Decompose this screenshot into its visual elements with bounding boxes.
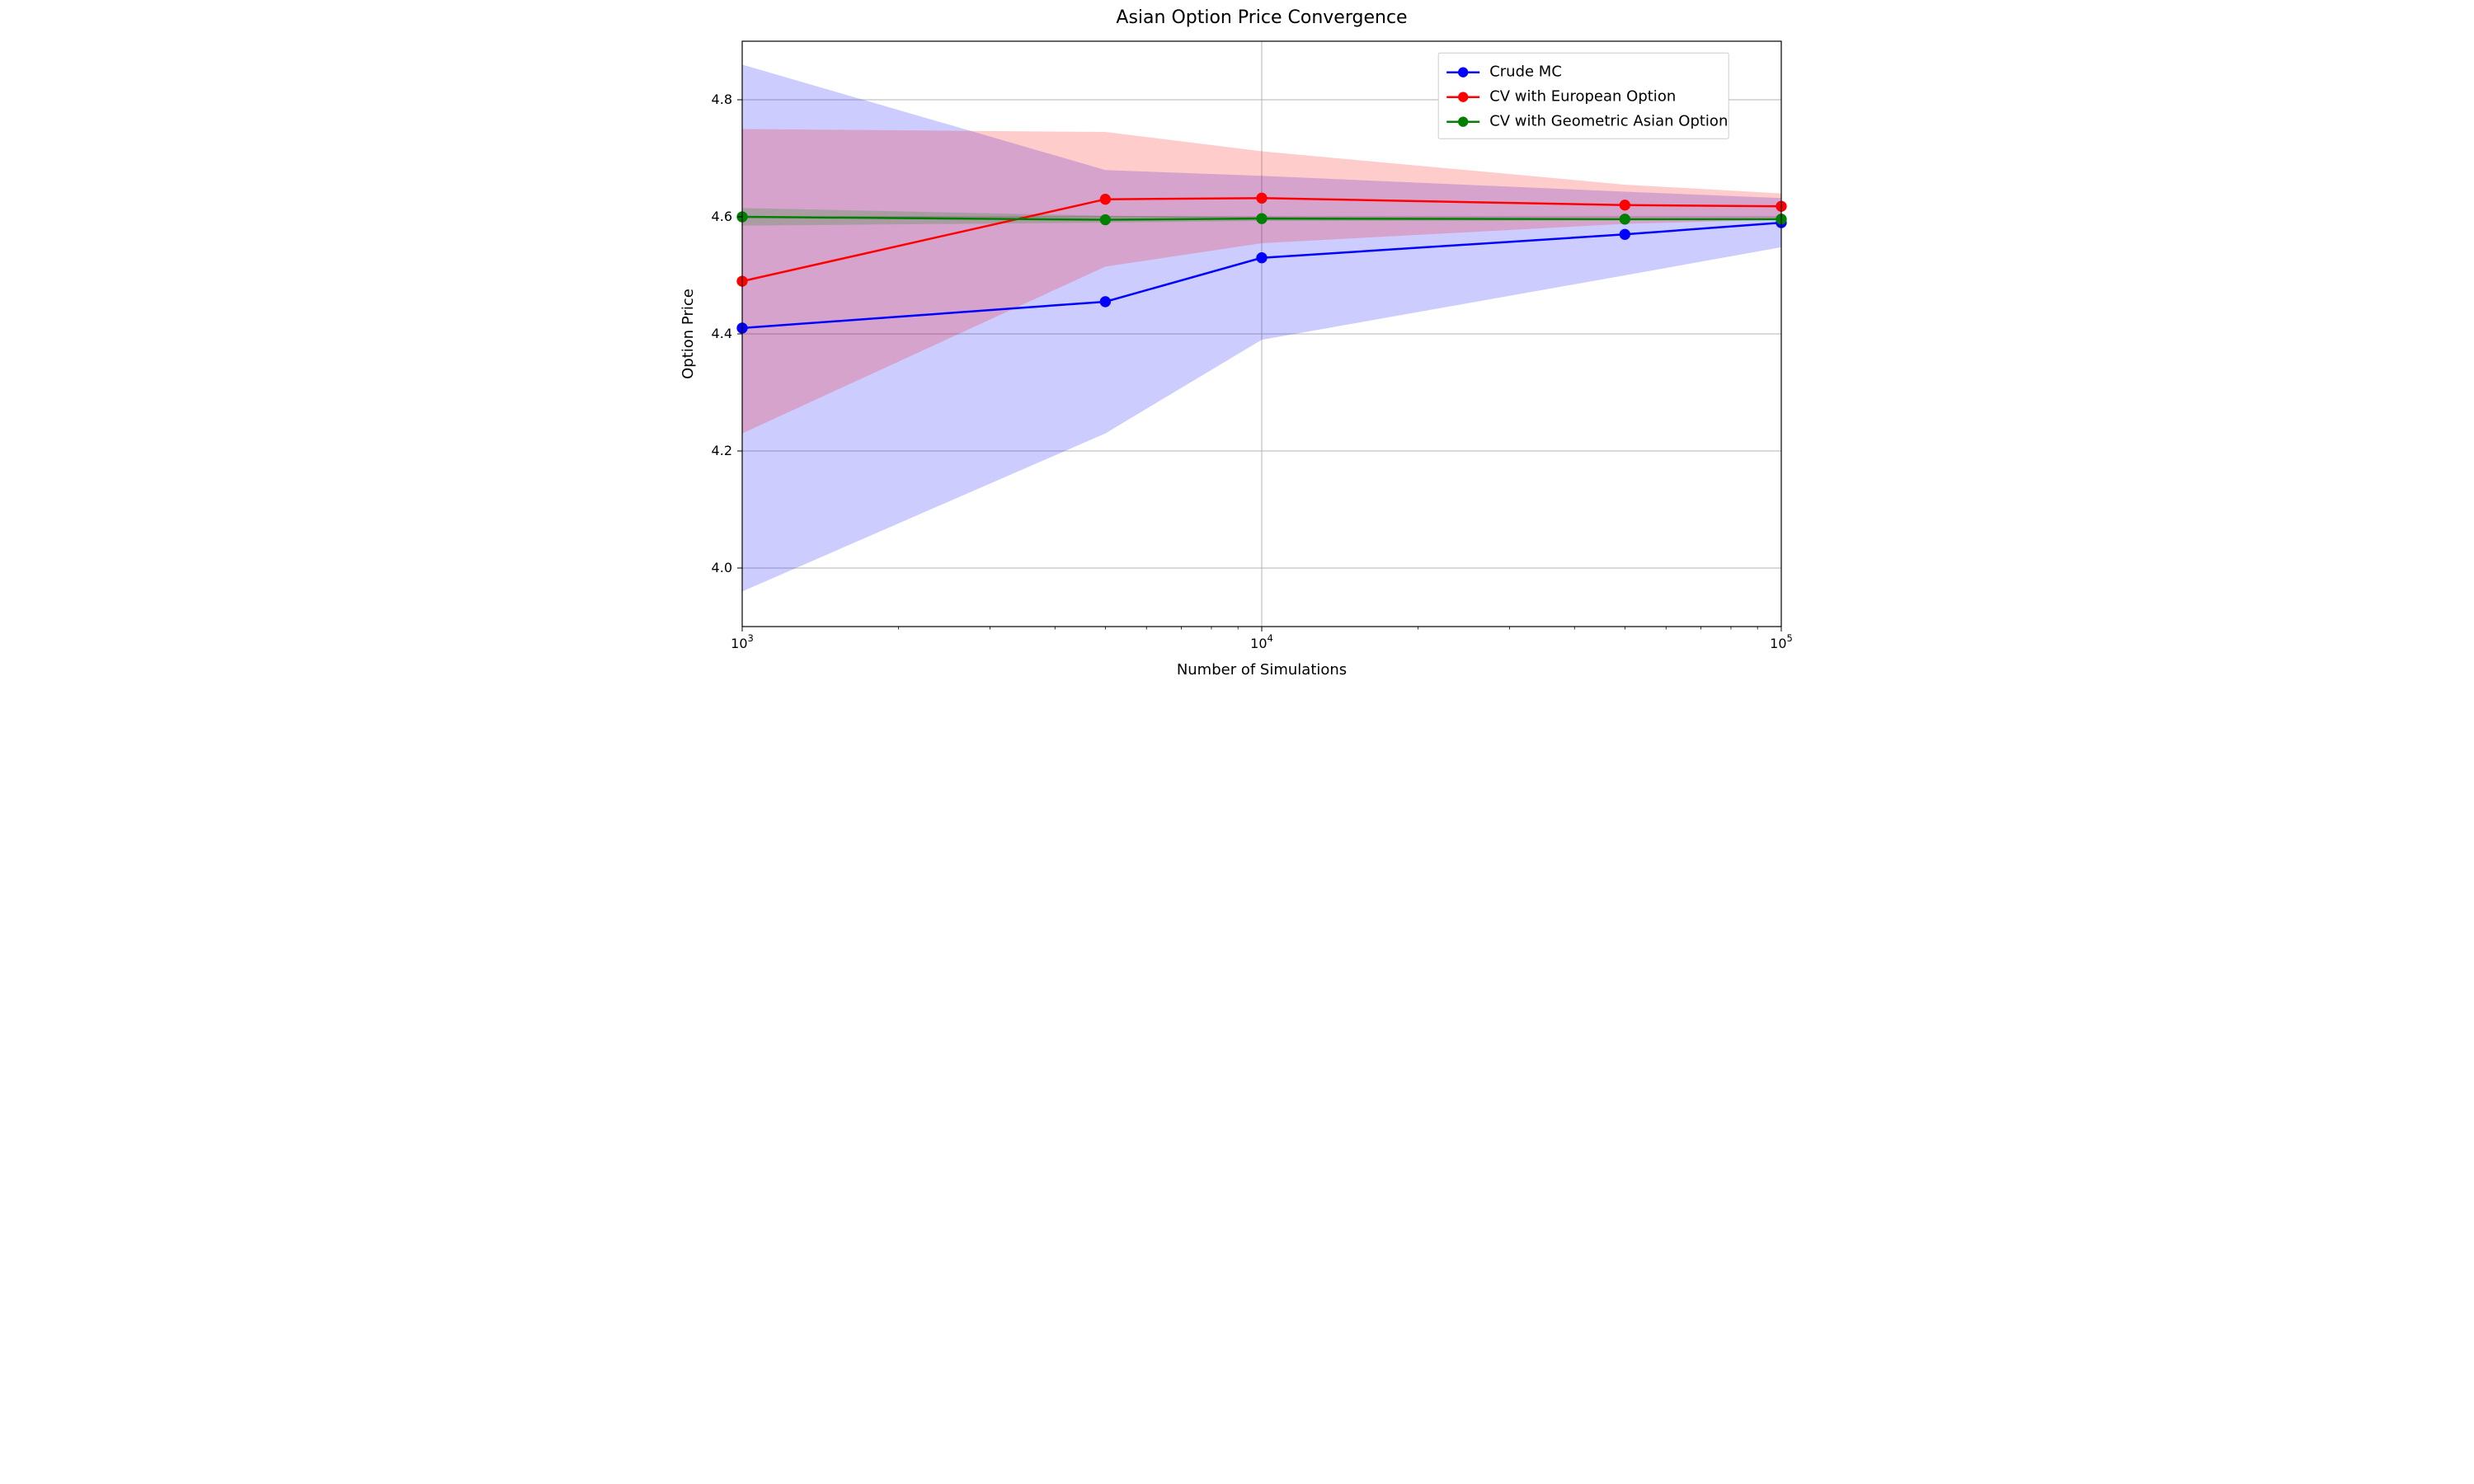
- chart-container: 103 104 105 4.0 4.2 4.4 4.6 4.8 Number of Simula…: [660, 0, 1814, 693]
- y-tick-label: 4.0: [712, 560, 732, 575]
- series-marker: [1257, 193, 1267, 203]
- x-axis-label: Number of Simulations: [1177, 661, 1347, 679]
- chart-title: Asian Option Price Convergence: [1116, 7, 1407, 28]
- y-tick-label: 4.8: [712, 92, 732, 107]
- x-tick-label: 104: [1250, 632, 1273, 651]
- series-marker: [1100, 297, 1110, 307]
- legend-marker: [1458, 92, 1468, 102]
- y-axis-label: Option Price: [680, 289, 697, 379]
- y-tick-label: 4.2: [712, 443, 732, 458]
- series-marker: [1257, 214, 1267, 223]
- series-marker: [1100, 214, 1110, 224]
- convergence-chart: 103 104 105 4.0 4.2 4.4 4.6 4.8 Number of Simula…: [660, 0, 1814, 693]
- series-marker: [1620, 229, 1630, 239]
- series-marker: [1620, 214, 1630, 224]
- x-tick-label: 103: [731, 632, 754, 651]
- legend-label: CV with European Option: [1489, 88, 1676, 106]
- legend-marker: [1458, 117, 1468, 127]
- y-tick-label: 4.4: [712, 326, 732, 341]
- legend-label: CV with Geometric Asian Option: [1489, 113, 1728, 130]
- y-tick-label: 4.6: [712, 209, 732, 224]
- legend-marker: [1458, 68, 1468, 77]
- x-tick-label: 105: [1770, 632, 1793, 651]
- series-marker: [1257, 253, 1267, 263]
- series-marker: [1620, 200, 1630, 210]
- series-marker: [1100, 195, 1110, 204]
- legend-label: Crude MC: [1489, 63, 1562, 81]
